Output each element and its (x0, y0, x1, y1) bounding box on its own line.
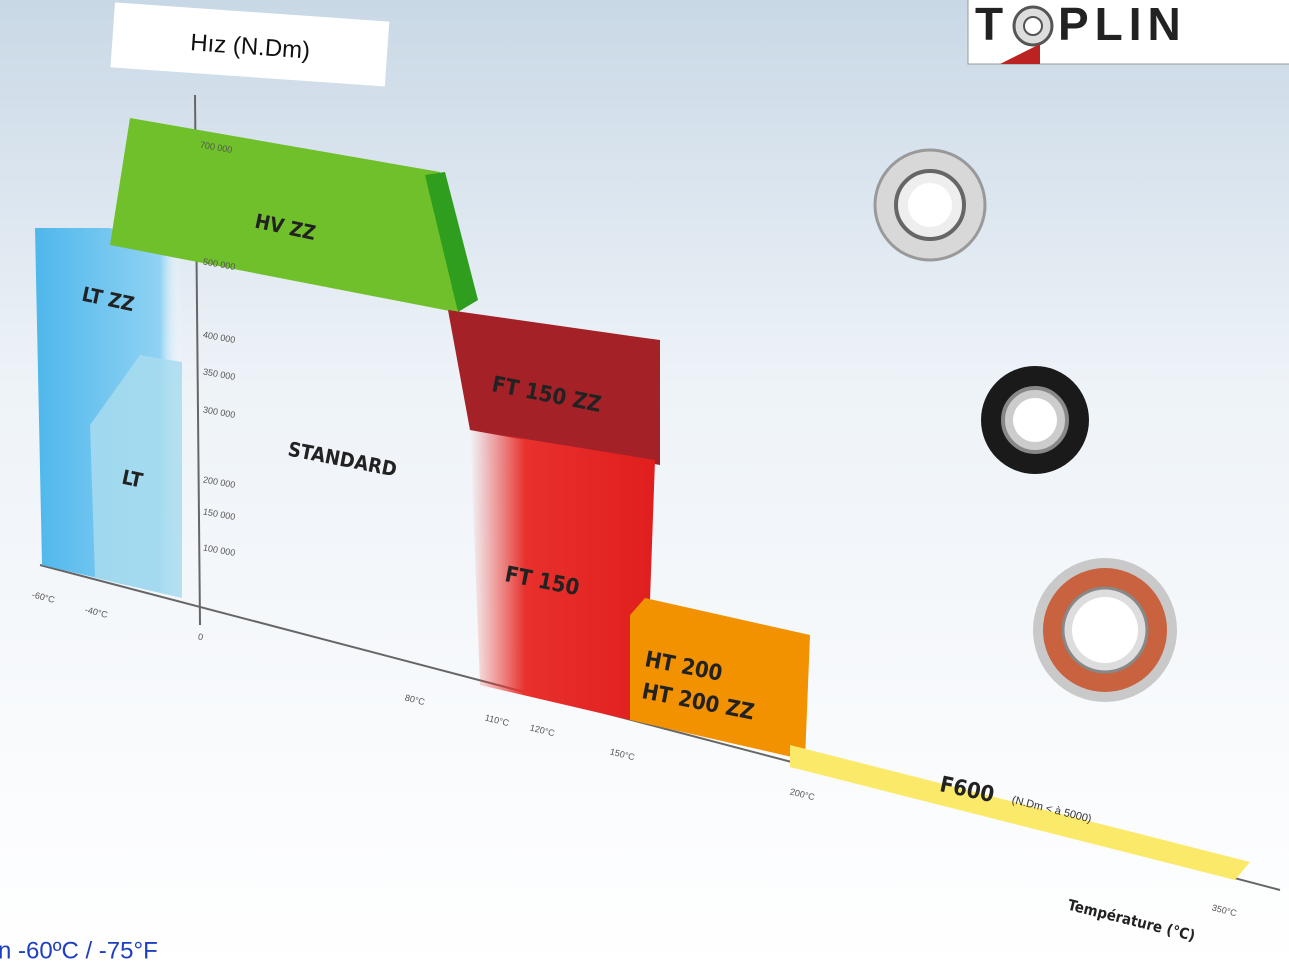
bearing-image (1033, 558, 1177, 702)
logo-text: PLIN (1058, 0, 1187, 50)
page: T PLIN Hız (N.Dm) HV ZZ LT ZZ LT STANDAR… (0, 0, 1289, 966)
bearing-image (875, 150, 985, 260)
logo-text: T (975, 0, 1003, 50)
bearing-image (981, 366, 1089, 474)
footer-text: n -60ºC / -75°F (0, 937, 158, 964)
logo: T PLIN (968, 0, 1289, 64)
diagram: T PLIN Hız (N.Dm) HV ZZ LT ZZ LT STANDAR… (0, 0, 1289, 966)
